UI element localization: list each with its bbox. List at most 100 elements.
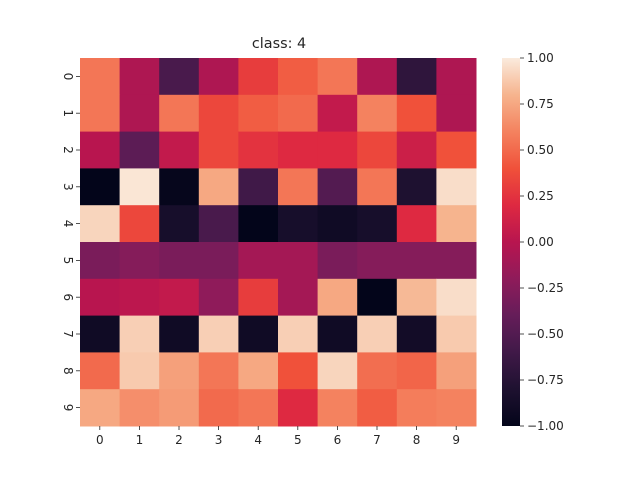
x-tick-label: 3 xyxy=(215,433,223,447)
x-tick-label: 2 xyxy=(175,433,183,447)
x-tick-label: 9 xyxy=(452,433,460,447)
heatmap-cell-3-9 xyxy=(436,168,477,206)
heatmap-cell-9-2 xyxy=(159,389,200,427)
heatmap-cell-7-1 xyxy=(119,315,160,353)
heatmap-cell-1-9 xyxy=(436,94,477,133)
heatmap-cell-1-8 xyxy=(396,94,437,133)
heatmap-cell-7-3 xyxy=(198,315,239,353)
heatmap-cell-1-1 xyxy=(119,94,160,133)
heatmap-cell-7-8 xyxy=(396,315,437,353)
heatmap-cell-3-8 xyxy=(396,168,437,206)
heatmap-cell-2-1 xyxy=(119,131,160,169)
heatmap-cell-2-4 xyxy=(238,131,279,169)
colorbar-tick-label: 0.50 xyxy=(527,143,554,157)
heatmap-cell-6-6 xyxy=(317,278,358,317)
colorbar-tick-label: 0.00 xyxy=(527,235,554,249)
heatmap-cell-8-2 xyxy=(159,352,200,390)
heatmap-cell-6-8 xyxy=(396,278,437,317)
y-tick-label: 2 xyxy=(61,146,75,154)
heatmap-cell-5-8 xyxy=(396,242,437,280)
heatmap-cell-4-7 xyxy=(357,205,398,243)
heatmap-cell-5-3 xyxy=(198,242,239,280)
heatmap-cell-8-1 xyxy=(119,352,160,390)
heatmap-cell-0-4 xyxy=(238,58,279,96)
x-tick-label: 4 xyxy=(254,433,262,447)
heatmap-cell-0-6 xyxy=(317,58,358,96)
heatmap-cell-6-0 xyxy=(80,278,121,317)
heatmap-cell-5-9 xyxy=(436,242,477,280)
x-tick-label: 5 xyxy=(294,433,302,447)
heatmap-cell-1-4 xyxy=(238,94,279,133)
heatmap-cell-5-1 xyxy=(119,242,160,280)
heatmap-cell-1-0 xyxy=(80,94,121,133)
heatmap-cell-4-9 xyxy=(436,205,477,243)
heatmap-cell-2-0 xyxy=(80,131,121,169)
heatmap-cell-3-6 xyxy=(317,168,358,206)
heatmap-cell-5-2 xyxy=(159,242,200,280)
heatmap-cell-4-8 xyxy=(396,205,437,243)
y-tick-label: 3 xyxy=(61,183,75,191)
heatmap-cell-7-6 xyxy=(317,315,358,353)
heatmap-cell-0-5 xyxy=(278,58,319,96)
y-tick-label: 0 xyxy=(61,73,75,81)
heatmap-cell-7-2 xyxy=(159,315,200,353)
x-axis: 0 1 2 3 4 5 6 7 8 9 xyxy=(96,426,460,447)
heatmap-cell-2-9 xyxy=(436,131,477,169)
heatmap-cell-9-8 xyxy=(396,389,437,427)
heatmap-cell-9-9 xyxy=(436,389,477,427)
heatmap-cell-0-0 xyxy=(80,58,121,96)
y-tick-label: 1 xyxy=(61,109,75,117)
heatmap-cell-6-4 xyxy=(238,278,279,317)
heatmap-cell-8-7 xyxy=(357,352,398,390)
x-tick-label: 7 xyxy=(373,433,381,447)
x-tick-label: 1 xyxy=(136,433,144,447)
x-tick-label: 0 xyxy=(96,433,104,447)
heatmap-cell-4-5 xyxy=(278,205,319,243)
heatmap-cell-6-1 xyxy=(119,278,160,317)
heatmap-cell-2-2 xyxy=(159,131,200,169)
heatmap-cell-2-5 xyxy=(278,131,319,169)
heatmap-cell-5-5 xyxy=(278,242,319,280)
heatmap-cell-2-7 xyxy=(357,131,398,169)
heatmap-cell-1-6 xyxy=(317,94,358,133)
heatmap-cell-9-1 xyxy=(119,389,160,427)
y-axis: 0 1 2 3 4 5 6 7 8 9 xyxy=(61,73,80,412)
y-tick-label: 6 xyxy=(61,293,75,301)
heatmap-cell-9-3 xyxy=(198,389,239,427)
colorbar: 1.00 0.75 0.50 0.25 0.00 −0.25 −0.50 −0.75 −1.00 xyxy=(502,51,564,433)
heatmap-cell-9-5 xyxy=(278,389,319,427)
heatmap-cell-2-6 xyxy=(317,131,358,169)
y-tick-label: 4 xyxy=(61,220,75,228)
heatmap-cell-7-9 xyxy=(436,315,477,353)
colorbar-tick-label: −0.50 xyxy=(527,327,564,341)
heatmap-cell-7-4 xyxy=(238,315,279,353)
heatmap-cell-3-1 xyxy=(119,168,160,206)
heatmap-cell-9-6 xyxy=(317,389,358,427)
heatmap-cell-0-7 xyxy=(357,58,398,96)
heatmap-cell-8-8 xyxy=(396,352,437,390)
heatmap-cell-1-2 xyxy=(159,94,200,133)
heatmap-cell-0-1 xyxy=(119,58,160,96)
colorbar-tick-label: −0.25 xyxy=(527,281,564,295)
heatmap-cell-5-4 xyxy=(238,242,279,280)
heatmap-cell-4-1 xyxy=(119,205,160,243)
heatmap-cells xyxy=(80,58,477,427)
heatmap-cell-8-6 xyxy=(317,352,358,390)
heatmap-cell-3-5 xyxy=(278,168,319,206)
x-tick-label: 8 xyxy=(413,433,421,447)
heatmap-cell-9-0 xyxy=(80,389,121,427)
heatmap-cell-9-7 xyxy=(357,389,398,427)
y-tick-label: 7 xyxy=(61,330,75,338)
heatmap-cell-3-7 xyxy=(357,168,398,206)
colorbar-tick-label: −0.75 xyxy=(527,373,564,387)
heatmap-cell-5-0 xyxy=(80,242,121,280)
heatmap-cell-5-7 xyxy=(357,242,398,280)
heatmap-cell-3-4 xyxy=(238,168,279,206)
heatmap-cell-8-5 xyxy=(278,352,319,390)
heatmap-cell-6-2 xyxy=(159,278,200,317)
heatmap-cell-8-3 xyxy=(198,352,239,390)
y-tick-label: 9 xyxy=(61,404,75,412)
heatmap-cell-7-7 xyxy=(357,315,398,353)
heatmap-cell-0-8 xyxy=(396,58,437,96)
